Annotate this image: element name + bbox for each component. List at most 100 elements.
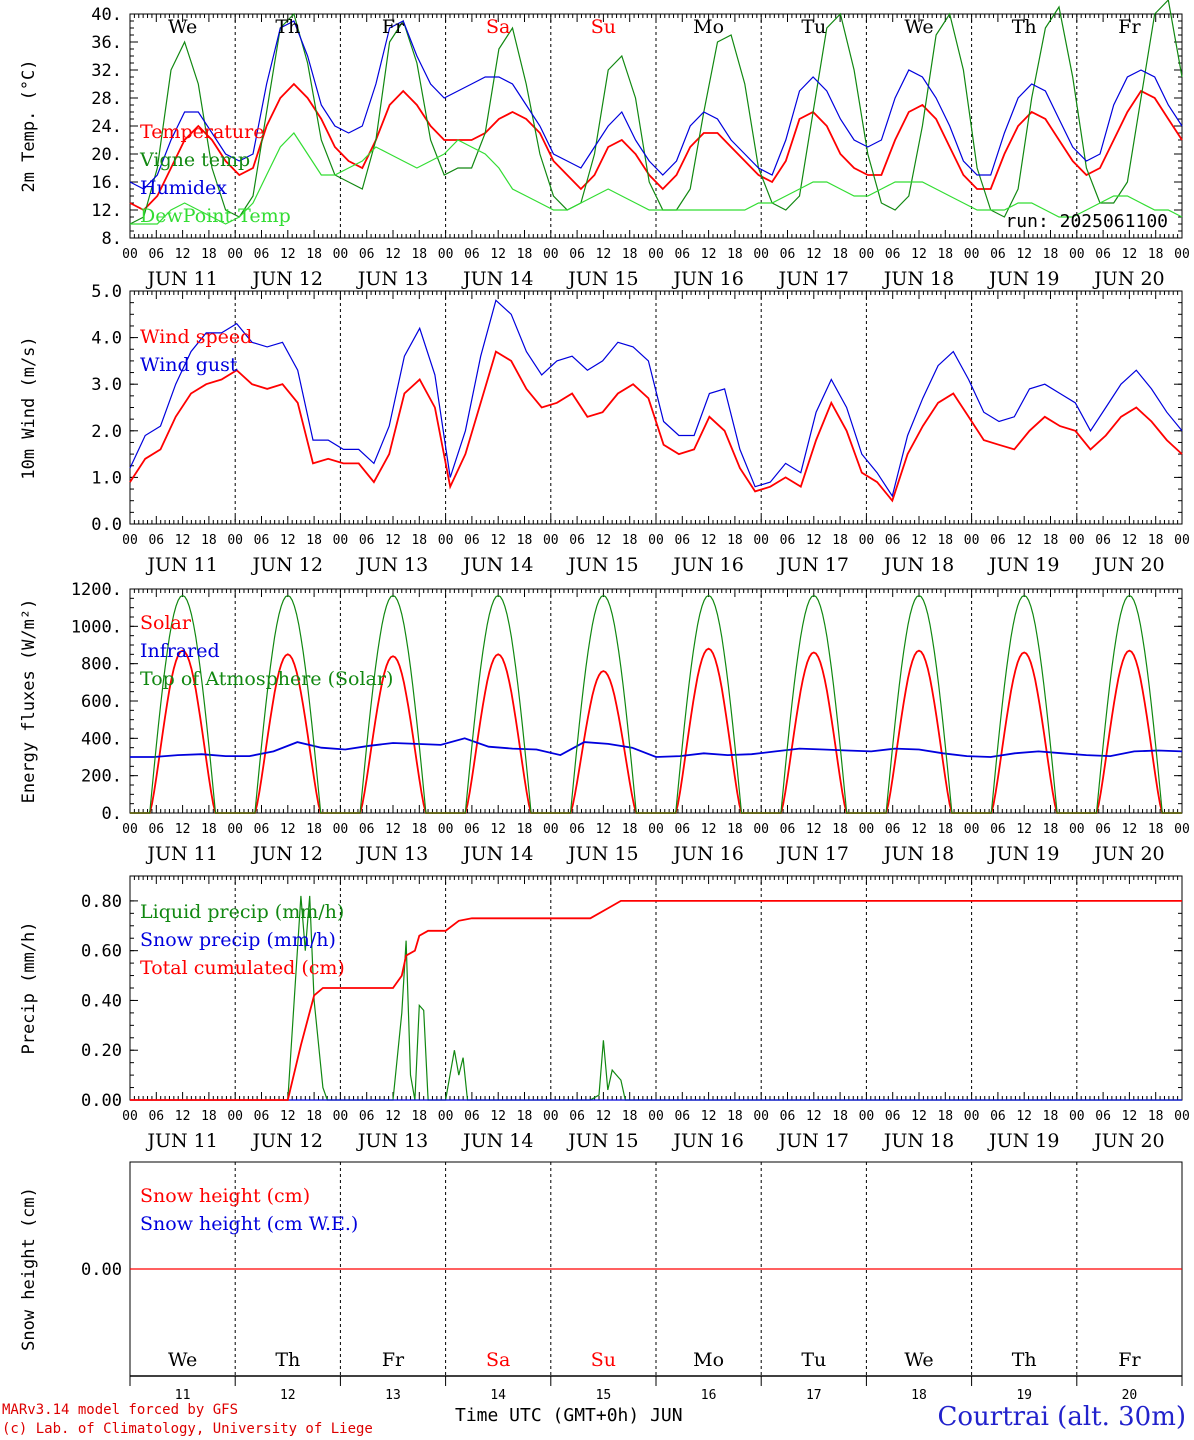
- hour-label: 00: [543, 533, 559, 548]
- hour-label: 06: [359, 822, 375, 837]
- y-tick-label: 5.0: [91, 282, 122, 302]
- hour-label: 12: [1122, 1109, 1138, 1124]
- date-label: JUN 13: [356, 843, 428, 865]
- y-tick-label: 0.40: [81, 991, 122, 1011]
- hour-label: 18: [201, 533, 217, 548]
- hour-label: 06: [1095, 822, 1111, 837]
- hour-label: 18: [411, 533, 427, 548]
- hour-label: 12: [701, 533, 717, 548]
- hour-label: 12: [596, 533, 612, 548]
- hour-label: 18: [832, 247, 848, 262]
- hour-label: 12: [806, 822, 822, 837]
- date-label: JUN 20: [1092, 554, 1164, 576]
- hour-label: 18: [622, 247, 638, 262]
- hour-label: 12: [280, 247, 296, 262]
- day-number: 16: [701, 1388, 717, 1400]
- hour-label: 00: [438, 247, 454, 262]
- hour-label: 18: [411, 247, 427, 262]
- day-name: Tu: [801, 1349, 826, 1371]
- hour-label: 06: [464, 247, 480, 262]
- hour-label: 06: [885, 247, 901, 262]
- y-tick-label: 0.80: [81, 892, 122, 912]
- legend-entry: Snow height (cm): [140, 1185, 310, 1207]
- hour-label: 06: [780, 247, 796, 262]
- date-label: JUN 18: [882, 554, 954, 576]
- y-tick-label: 1000.: [71, 617, 122, 637]
- hour-label: 00: [859, 1109, 875, 1124]
- hour-label: 18: [517, 822, 533, 837]
- hour-label: 18: [832, 1109, 848, 1124]
- hour-label: 12: [385, 247, 401, 262]
- day-name: Fr: [382, 1349, 405, 1371]
- hour-label: 06: [1095, 1109, 1111, 1124]
- y-tick-label: 0.00: [81, 1260, 122, 1280]
- day-name: Fr: [1118, 1349, 1141, 1371]
- hour-label: 12: [490, 822, 506, 837]
- hour-label: 00: [333, 822, 349, 837]
- y-tick-label: 40.: [91, 5, 122, 25]
- hour-label: 00: [753, 1109, 769, 1124]
- hour-label: 00: [227, 533, 243, 548]
- hour-label: 12: [911, 247, 927, 262]
- hour-label: 06: [254, 533, 270, 548]
- hour-label: 12: [1016, 1109, 1032, 1124]
- y-tick-label: 0.: [102, 804, 122, 824]
- date-label: JUN 17: [777, 554, 849, 576]
- y-tick-label: 800.: [81, 655, 122, 675]
- hour-label: 06: [1095, 533, 1111, 548]
- y-tick-label: 2.0: [91, 422, 122, 442]
- panel-wind: [129, 290, 1183, 525]
- hour-label: 00: [1069, 533, 1085, 548]
- run-label: run: 2025061100: [1005, 211, 1168, 232]
- hour-label: 00: [964, 533, 980, 548]
- y-tick-label: 400.: [81, 729, 122, 749]
- day-name: We: [168, 16, 197, 38]
- hour-label: 06: [148, 822, 164, 837]
- hour-label: 12: [1016, 822, 1032, 837]
- hour-label: 06: [254, 822, 270, 837]
- hour-label: 18: [937, 822, 953, 837]
- day-name: Fr: [1118, 16, 1141, 38]
- hour-label: 00: [122, 247, 138, 262]
- legend-entry: Wind speed: [140, 326, 252, 348]
- hour-label: 00: [438, 822, 454, 837]
- hour-label: 12: [280, 1109, 296, 1124]
- series-line-humidex: [129, 20, 1183, 190]
- hour-label: 00: [648, 1109, 664, 1124]
- legend-entry: Total cumulated (cm): [140, 957, 345, 979]
- hour-label: 18: [727, 247, 743, 262]
- hour-label: 18: [1043, 822, 1059, 837]
- lab-credit: (c) Lab. of Climatology, University of L…: [2, 1421, 373, 1437]
- hour-label: 18: [727, 822, 743, 837]
- day-name: Mo: [693, 16, 724, 38]
- date-label: JUN 14: [461, 554, 533, 576]
- panel-energy: [129, 588, 1183, 814]
- hour-label: 18: [622, 822, 638, 837]
- hour-label: 06: [674, 533, 690, 548]
- date-label: JUN 12: [251, 843, 323, 865]
- series-line-temperature: [129, 82, 1183, 212]
- series-line-dewpoint-temp: [130, 132, 1183, 225]
- hour-label: 00: [122, 533, 138, 548]
- hour-label: 12: [385, 533, 401, 548]
- meteogram: 8. 12. 16. 20. 24. 28. 32. 36. 40. 2m Temp. (°C) T…: [19, 0, 1190, 1400]
- date-label: JUN 12: [251, 554, 323, 576]
- date-label: JUN 19: [987, 843, 1059, 865]
- date-label: JUN 18: [882, 268, 954, 290]
- day-number: 15: [596, 1388, 612, 1400]
- date-label: JUN 15: [566, 1130, 638, 1152]
- y-axis-label: Precip (mm/h): [19, 921, 39, 1054]
- hour-label: 00: [1174, 822, 1190, 837]
- y-axis-label: Snow height (cm): [19, 1187, 39, 1351]
- hour-label: 18: [201, 822, 217, 837]
- series-line-liquid-precip-mm-h-: [287, 895, 1182, 1101]
- hour-label: 06: [359, 533, 375, 548]
- day-name: We: [168, 1349, 197, 1371]
- hour-label: 00: [543, 1109, 559, 1124]
- y-tick-label: 20.: [91, 145, 122, 165]
- date-label: JUN 19: [987, 268, 1059, 290]
- y-tick-label: 36.: [91, 33, 122, 53]
- y-tick-label: 0.00: [81, 1091, 122, 1111]
- date-label: JUN 20: [1092, 843, 1164, 865]
- hour-label: 00: [333, 1109, 349, 1124]
